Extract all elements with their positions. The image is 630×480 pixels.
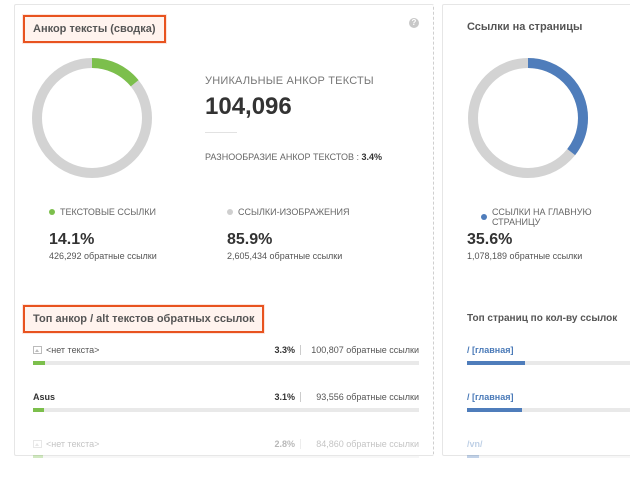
anchor-percent: 2.8%	[274, 439, 295, 449]
legend-homepage-links: ССЫЛКИ НА ГЛАВНУЮ СТРАНИЦУ	[481, 207, 630, 227]
anchor-row[interactable]: <нет текста> 2.8% 84,860 обратные ссылки	[33, 439, 419, 477]
anchor-percent: 3.3%	[274, 345, 295, 355]
legend-image-links: ССЫЛКИ-ИЗОБРАЖЕНИЯ	[227, 207, 349, 217]
page-row[interactable]: / [главная]	[467, 345, 630, 365]
help-icon[interactable]: ?	[409, 18, 419, 28]
page-bar-fill	[467, 455, 479, 458]
image-links-percent: 85.9%	[227, 231, 273, 248]
anchor-name-text: <нет текста>	[46, 439, 100, 449]
top-anchors-title: Топ анкор / alt текстов обратных ссылок	[23, 305, 265, 333]
text-links-count: 426,292 обратные ссылки	[49, 251, 157, 261]
anchor-name: <нет текста>	[33, 439, 99, 449]
anchor-diversity-value: 3.4%	[361, 152, 382, 162]
separator	[300, 345, 301, 355]
page-bar-track	[467, 455, 630, 458]
anchor-bar-track	[33, 361, 419, 365]
page-bar-track	[467, 408, 630, 412]
image-icon	[33, 346, 42, 354]
separator	[300, 392, 301, 402]
green-dot-icon	[49, 209, 55, 215]
anchor-percent: 3.1%	[274, 392, 295, 402]
homepage-links-arc	[468, 58, 588, 178]
legend-text-links: ТЕКСТОВЫЕ ССЫЛКИ	[49, 207, 156, 217]
anchor-bar-fill	[33, 408, 44, 412]
page-bar-fill	[467, 408, 522, 412]
anchor-bar-fill	[33, 361, 45, 365]
anchor-name: <нет текста>	[33, 345, 99, 355]
anchor-types-donut	[32, 58, 152, 178]
anchor-name-text: <нет текста>	[46, 345, 100, 355]
page-row[interactable]: /vn/	[467, 439, 630, 458]
blue-dot-icon	[481, 214, 487, 220]
text-links-arc	[32, 58, 152, 178]
legend-text-links-label: ТЕКСТОВЫЕ ССЫЛКИ	[60, 207, 156, 217]
kpi-divider	[205, 132, 237, 133]
page-bar-fill	[467, 361, 525, 365]
anchor-name-text: Asus	[33, 392, 56, 402]
anchor-bar-fill	[33, 455, 43, 458]
image-icon	[33, 440, 42, 448]
anchor-bar-track	[33, 408, 419, 412]
page-row[interactable]: / [главная]	[467, 392, 630, 412]
anchor-diversity-label: РАЗНООБРАЗИЕ АНКОР ТЕКСТОВ :	[205, 152, 359, 162]
page-links-title: Ссылки на страницы	[467, 21, 583, 33]
anchor-row[interactable]: <нет текста> 3.3% 100,807 обратные ссылк…	[33, 345, 419, 383]
separator	[300, 439, 301, 449]
top-pages-title: Топ страниц по кол-ву ссылок	[467, 313, 618, 324]
unique-anchors-value: 104,096	[205, 93, 292, 120]
anchor-row[interactable]: Asus 3.1% 93,556 обратные ссылки	[33, 392, 419, 430]
text-links-percent: 14.1%	[49, 231, 95, 248]
homepage-percent: 35.6%	[467, 231, 513, 248]
page-link[interactable]: /vn/	[467, 439, 483, 449]
anchor-count[interactable]: 93,556 обратные ссылки	[316, 392, 419, 402]
anchor-bar-track	[33, 455, 419, 458]
anchor-count[interactable]: 100,807 обратные ссылки	[311, 345, 419, 355]
unique-anchors-label: УНИКАЛЬНЫЕ АНКОР ТЕКСТЫ	[205, 75, 374, 87]
legend-homepage-label: ССЫЛКИ НА ГЛАВНУЮ СТРАНИЦУ	[491, 207, 592, 227]
gray-dot-icon	[227, 209, 233, 215]
page-links-donut	[468, 58, 588, 178]
page-links-panel: Ссылки на страницы ССЫЛКИ НА ГЛАВНУЮ СТР…	[442, 4, 630, 458]
page-bar-track	[467, 361, 630, 365]
anchor-name: Asus	[33, 392, 55, 402]
anchor-count[interactable]: 84,860 обратные ссылки	[316, 439, 419, 449]
image-links-count: 2,605,434 обратные ссылки	[227, 251, 343, 261]
page-link[interactable]: / [главная]	[467, 345, 514, 355]
homepage-count: 1,078,189 обратные ссылки	[467, 251, 583, 261]
anchor-diversity: РАЗНООБРАЗИЕ АНКОР ТЕКСТОВ : 3.4%	[205, 152, 382, 162]
legend-image-links-label: ССЫЛКИ-ИЗОБРАЖЕНИЯ	[238, 207, 350, 217]
anchor-summary-panel: Анкор тексты (сводка) ? УНИКАЛЬНЫЕ АНКОР…	[14, 4, 434, 458]
page-link[interactable]: / [главная]	[467, 392, 514, 402]
anchor-summary-title: Анкор тексты (сводка)	[23, 15, 166, 43]
